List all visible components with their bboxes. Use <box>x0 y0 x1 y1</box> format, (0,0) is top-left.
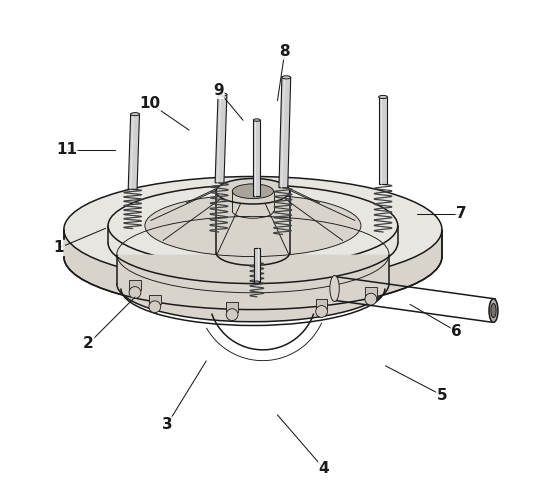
Polygon shape <box>254 120 260 196</box>
Circle shape <box>316 305 327 317</box>
Polygon shape <box>378 97 387 185</box>
Ellipse shape <box>330 275 339 301</box>
Text: 6: 6 <box>452 324 462 339</box>
Text: 8: 8 <box>279 44 290 59</box>
Ellipse shape <box>64 177 442 283</box>
Circle shape <box>226 309 238 321</box>
Ellipse shape <box>282 76 291 79</box>
Ellipse shape <box>218 93 227 96</box>
Ellipse shape <box>254 119 260 121</box>
Ellipse shape <box>108 185 398 267</box>
Polygon shape <box>316 299 327 309</box>
Polygon shape <box>215 94 227 183</box>
Text: 2: 2 <box>83 336 94 351</box>
Text: 1: 1 <box>54 241 64 255</box>
Polygon shape <box>254 247 260 282</box>
Text: 11: 11 <box>56 142 77 157</box>
Text: 3: 3 <box>162 417 172 432</box>
Circle shape <box>129 287 141 299</box>
Polygon shape <box>149 295 161 304</box>
Ellipse shape <box>378 95 387 99</box>
Circle shape <box>149 301 161 313</box>
Text: 4: 4 <box>319 462 329 476</box>
Polygon shape <box>365 287 377 297</box>
Text: 5: 5 <box>437 388 447 403</box>
Ellipse shape <box>131 112 140 116</box>
Polygon shape <box>129 280 141 290</box>
Polygon shape <box>279 77 291 188</box>
Polygon shape <box>128 114 140 190</box>
Ellipse shape <box>489 299 498 323</box>
Polygon shape <box>64 230 442 309</box>
Ellipse shape <box>216 178 290 204</box>
Circle shape <box>365 293 377 305</box>
Polygon shape <box>226 302 238 312</box>
Text: 9: 9 <box>213 83 224 98</box>
Ellipse shape <box>232 184 273 198</box>
Text: 10: 10 <box>139 96 161 110</box>
Ellipse shape <box>491 303 496 318</box>
Text: 7: 7 <box>456 206 467 221</box>
Ellipse shape <box>145 195 361 257</box>
Polygon shape <box>117 255 389 322</box>
Ellipse shape <box>254 281 260 283</box>
